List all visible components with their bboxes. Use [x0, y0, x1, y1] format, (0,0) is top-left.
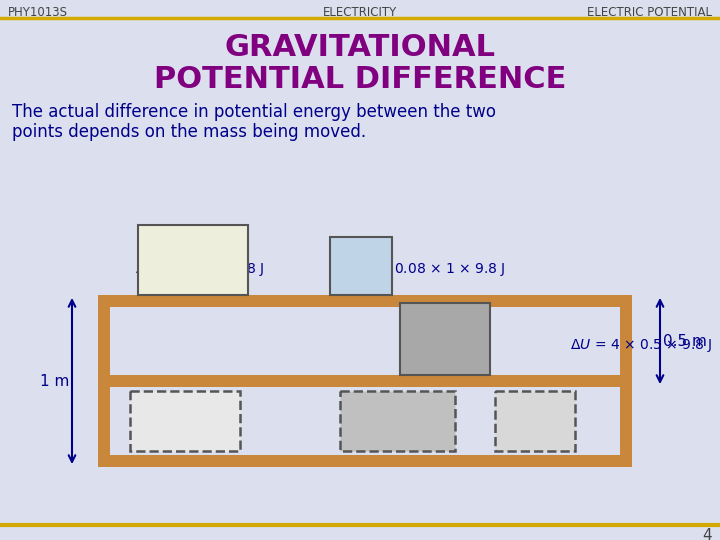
Bar: [400, 303, 490, 375]
Bar: [98, 455, 632, 467]
Bar: [98, 295, 110, 467]
Bar: [138, 225, 248, 295]
Text: 4: 4: [703, 528, 712, 540]
Bar: [340, 391, 455, 451]
Text: ELECTRICITY: ELECTRICITY: [323, 5, 397, 18]
Text: PHY1013S: PHY1013S: [8, 5, 68, 18]
Text: $\Delta\mathit{U}$ = 0.08 $\times$ 1 $\times$ 9.8 J: $\Delta\mathit{U}$ = 0.08 $\times$ 1 $\t…: [354, 261, 505, 279]
Text: $\Delta\mathit{U}$ = 4 $\times$ 0.5 $\times$ 9.8 J: $\Delta\mathit{U}$ = 4 $\times$ 0.5 $\ti…: [570, 336, 713, 354]
Text: points depends on the mass being moved.: points depends on the mass being moved.: [12, 123, 366, 141]
Bar: [98, 295, 632, 307]
Text: The actual difference in potential energy between the two: The actual difference in potential energ…: [12, 103, 496, 121]
Text: 0.5 m: 0.5 m: [663, 334, 707, 348]
Text: 2 kg: 2 kg: [176, 253, 210, 267]
Text: 80 g: 80 g: [346, 259, 377, 273]
Bar: [330, 237, 392, 295]
Bar: [620, 295, 632, 467]
Bar: [130, 391, 240, 451]
Bar: [495, 391, 575, 451]
Text: ELECTRIC POTENTIAL: ELECTRIC POTENTIAL: [587, 5, 712, 18]
Text: $\Delta\mathit{U}$ = 2 $\times$ 1 $\times$ 9.8 J: $\Delta\mathit{U}$ = 2 $\times$ 1 $\time…: [135, 261, 265, 279]
Text: POTENTIAL DIFFERENCE: POTENTIAL DIFFERENCE: [154, 65, 566, 94]
Text: 1 m: 1 m: [40, 374, 70, 388]
Text: GRAVITATIONAL: GRAVITATIONAL: [225, 33, 495, 63]
Text: 4 kg: 4 kg: [428, 332, 462, 347]
Bar: [98, 375, 632, 387]
